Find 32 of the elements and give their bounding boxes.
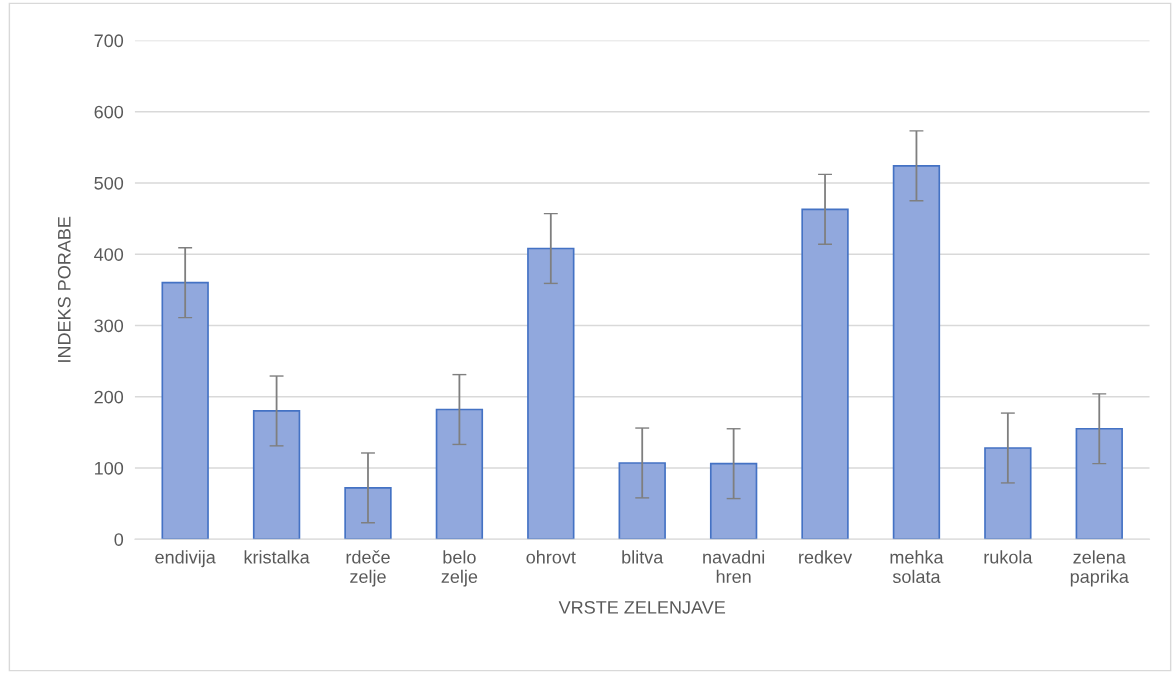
y-tick-label: 200: [94, 390, 124, 404]
x-tick-label: endivija: [155, 550, 216, 568]
y-tick-label: 600: [94, 105, 124, 119]
x-tick-label: mehka solata: [890, 550, 944, 584]
y-tick-label: 0: [114, 533, 124, 546]
x-axis-title: VRSTE ZELENJAVE: [558, 600, 726, 614]
y-tick-label: 400: [94, 248, 124, 261]
bar: [435, 408, 484, 540]
x-tick-label: rukola: [984, 550, 1033, 564]
x-tick-label: redkev: [799, 550, 853, 564]
bar: [527, 247, 575, 540]
bar: [984, 447, 1032, 540]
bar: [252, 410, 301, 540]
y-axis-title: INDEKS PORABE: [57, 216, 71, 362]
y-tick-label: 100: [95, 461, 124, 475]
y-tick-label: 500: [94, 176, 124, 190]
x-tick-label: kristalka: [244, 550, 310, 564]
bar: [892, 165, 941, 540]
x-tick-label: ohrovt: [526, 550, 576, 564]
y-tick-label: 700: [94, 34, 124, 48]
x-tick-label: blitva: [622, 550, 664, 564]
x-tick-label: navadni hren: [703, 550, 765, 584]
x-tick-label: belo zelje: [441, 550, 478, 587]
bar: [709, 462, 758, 540]
bar: [161, 281, 209, 540]
x-tick-label: rdeče zelje: [346, 550, 390, 587]
x-tick-label: zelena paprika: [1070, 550, 1129, 587]
bar: [1075, 427, 1123, 540]
bar: [618, 462, 666, 540]
y-tick-label: 300: [94, 319, 124, 333]
bar: [801, 208, 849, 540]
bar: [344, 487, 392, 540]
